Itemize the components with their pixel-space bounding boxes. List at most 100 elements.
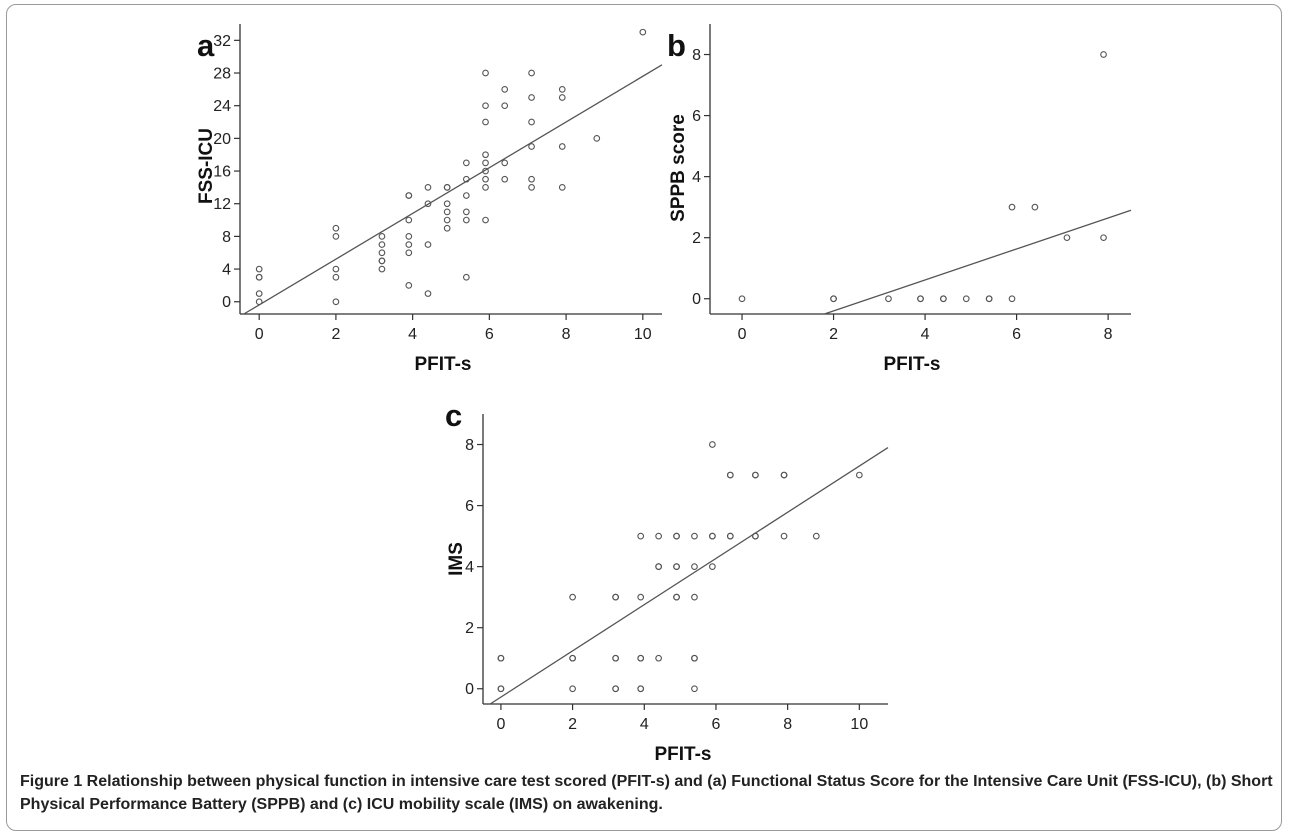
x-axis-label-c: PFIT-s xyxy=(654,744,711,760)
data-point-a xyxy=(501,159,509,167)
x-tick-label-c: 0 xyxy=(496,716,505,733)
data-point-a xyxy=(255,290,263,297)
data-point-c xyxy=(752,471,759,479)
data-point-b xyxy=(885,295,892,303)
data-point-a xyxy=(424,184,432,191)
data-point-c xyxy=(612,654,619,662)
data-point-c xyxy=(709,563,716,570)
x-tick-label-b: 2 xyxy=(829,326,838,343)
data-point-a xyxy=(443,224,451,232)
data-point-b xyxy=(1008,203,1016,211)
x-axis-label-a: PFIT-s xyxy=(414,354,471,375)
data-point-b xyxy=(1008,295,1016,303)
data-point-c xyxy=(637,654,645,662)
data-point-a xyxy=(462,273,470,281)
x-tick-label-a: 4 xyxy=(408,326,417,343)
data-point-a xyxy=(482,167,489,175)
data-point-c xyxy=(569,593,576,601)
y-tick-label-b: 6 xyxy=(692,108,701,125)
data-point-c xyxy=(780,471,788,479)
data-point-c xyxy=(655,532,662,540)
y-tick-label-a: 24 xyxy=(213,98,231,115)
fit-line-b xyxy=(824,209,1132,315)
data-point-b xyxy=(1031,203,1039,211)
data-point-a xyxy=(405,241,413,248)
y-tick-label-a: 16 xyxy=(213,164,231,181)
y-tick-label-b: 2 xyxy=(692,230,701,247)
data-point-a xyxy=(332,298,340,306)
data-point-c xyxy=(752,532,759,540)
data-point-a xyxy=(482,159,489,167)
data-point-a xyxy=(462,216,470,224)
x-axis-label-b: PFIT-s xyxy=(883,354,940,375)
y-tick-label-a: 12 xyxy=(213,196,231,213)
data-point-a xyxy=(378,265,386,273)
regression-line-b xyxy=(824,209,1132,315)
data-point-c xyxy=(655,563,662,570)
x-tick-label-b: 0 xyxy=(738,326,747,343)
y-tick-label-a: 32 xyxy=(213,33,231,50)
data-point-a xyxy=(332,273,340,281)
data-point-c xyxy=(612,593,619,601)
x-tick-label-b: 6 xyxy=(1012,326,1021,343)
data-point-c xyxy=(691,593,698,601)
data-point-a xyxy=(405,216,413,224)
data-point-a xyxy=(332,265,340,273)
data-point-b xyxy=(985,295,993,303)
data-point-a xyxy=(405,282,413,289)
x-tick-label-a: 0 xyxy=(255,326,264,343)
y-tick-label-a: 4 xyxy=(222,262,231,279)
data-point-a xyxy=(255,265,263,273)
y-tick-label-b: 4 xyxy=(692,169,701,186)
data-point-a xyxy=(593,135,601,142)
data-point-a xyxy=(462,159,470,167)
data-point-a xyxy=(255,273,263,281)
data-point-c xyxy=(673,532,680,540)
data-point-c xyxy=(780,532,788,540)
data-point-b xyxy=(962,295,970,303)
data-point-a xyxy=(639,28,647,36)
data-point-a xyxy=(405,233,413,240)
y-tick-label-c: 6 xyxy=(465,498,474,515)
data-point-a xyxy=(462,192,470,199)
data-point-c xyxy=(812,532,820,540)
data-point-a xyxy=(528,184,535,191)
y-axis-label-a: FSS-ICU xyxy=(196,128,217,204)
data-point-a xyxy=(482,102,489,110)
data-point-a xyxy=(424,200,432,208)
data-point-a xyxy=(558,86,566,93)
data-point-a xyxy=(558,94,566,101)
data-point-a xyxy=(482,184,489,191)
data-point-c xyxy=(691,654,698,662)
y-axis-label-c: IMS xyxy=(446,542,467,576)
data-point-a xyxy=(462,175,470,183)
figure-caption: Figure 1 Relationship between physical f… xyxy=(20,771,1280,816)
data-point-a xyxy=(443,208,451,216)
data-point-c xyxy=(637,593,645,601)
data-point-b xyxy=(738,295,746,303)
data-point-a xyxy=(332,233,340,240)
data-point-c xyxy=(612,685,619,693)
data-point-a xyxy=(482,151,489,159)
y-tick-label-c: 8 xyxy=(465,437,474,454)
data-point-a xyxy=(501,86,509,93)
data-point-a xyxy=(405,192,413,199)
y-tick-label-c: 0 xyxy=(465,681,474,698)
y-tick-label-c: 4 xyxy=(465,559,474,576)
x-tick-label-b: 8 xyxy=(1104,326,1113,343)
data-point-c xyxy=(637,685,645,693)
data-point-c xyxy=(691,532,698,540)
data-point-b xyxy=(1100,234,1107,242)
x-tick-label-a: 8 xyxy=(562,326,571,343)
data-point-c xyxy=(655,654,662,662)
data-point-a xyxy=(482,175,489,183)
points-a xyxy=(255,28,647,306)
data-point-a xyxy=(501,175,509,183)
regression-line-a xyxy=(243,64,663,315)
figure-frame xyxy=(6,4,1282,831)
data-point-a xyxy=(482,118,489,126)
panel-label-c: c xyxy=(445,398,462,433)
data-point-b xyxy=(830,295,837,303)
